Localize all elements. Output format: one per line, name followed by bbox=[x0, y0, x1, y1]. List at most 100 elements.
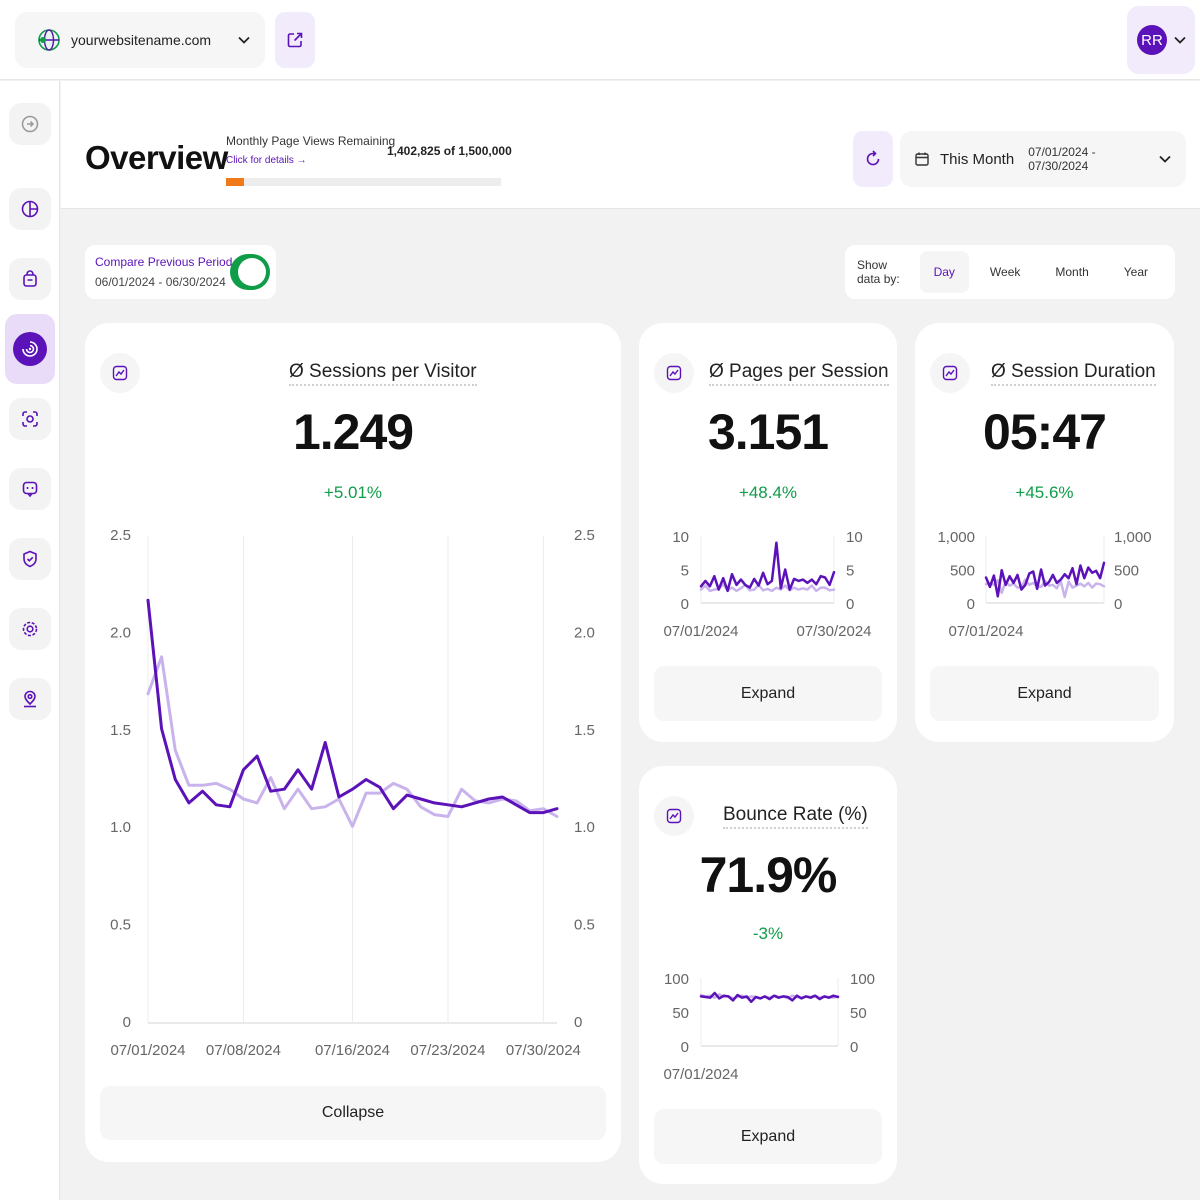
show-data-by: Show data by: Day Week Month Year bbox=[845, 245, 1175, 299]
user-menu[interactable]: RR bbox=[1127, 6, 1195, 74]
globe-icon bbox=[38, 29, 60, 51]
y-tick-label-right: 50 bbox=[850, 1005, 867, 1022]
series-line-current bbox=[146, 598, 559, 815]
period-week[interactable]: Week bbox=[989, 265, 1021, 279]
y-tick-label-right: 10 bbox=[846, 529, 863, 546]
calendar-icon bbox=[915, 152, 929, 166]
line-chart-icon bbox=[666, 808, 682, 824]
bounce-chart: 0 0 50 50 100 100 07/01/2024 bbox=[663, 971, 875, 1083]
page-title: Overview bbox=[85, 139, 228, 176]
sidebar-item-feedback[interactable] bbox=[9, 468, 51, 510]
line-chart-icon bbox=[112, 365, 128, 381]
x-tick-label: 07/08/2024 bbox=[206, 1042, 281, 1059]
x-tick-label: 07/01/2024 bbox=[110, 1042, 185, 1059]
sidebar bbox=[0, 81, 60, 1200]
y-tick-label-left: 2.0 bbox=[110, 624, 131, 641]
expand-button[interactable]: Expand bbox=[930, 666, 1159, 721]
expand-button[interactable]: Expand bbox=[654, 666, 882, 721]
card-value: 3.151 bbox=[707, 404, 829, 460]
compare-title: Compare Previous Period bbox=[95, 255, 233, 269]
sidebar-item-visitors[interactable] bbox=[9, 398, 51, 440]
y-tick-label-left: 500 bbox=[950, 563, 975, 580]
period-year[interactable]: Year bbox=[1123, 265, 1148, 279]
x-tick-label: 07/23/2024 bbox=[410, 1042, 485, 1059]
collapse-button[interactable]: Collapse bbox=[100, 1086, 606, 1140]
page-views-value: 1,402,825 of 1,500,000 bbox=[387, 144, 512, 158]
card-delta: +5.01% bbox=[323, 483, 383, 502]
pie-chart-icon bbox=[21, 200, 39, 218]
y-tick-label-left: 0 bbox=[681, 596, 689, 613]
period-day[interactable]: Day bbox=[919, 251, 969, 293]
series-line-previous bbox=[699, 582, 836, 593]
y-tick-label-left: 0 bbox=[967, 596, 975, 613]
card-title: Ø Pages per Session bbox=[709, 361, 889, 386]
target-icon bbox=[22, 341, 38, 357]
sidebar-item-logout[interactable] bbox=[9, 103, 51, 145]
sidebar-item-locations[interactable] bbox=[9, 678, 51, 720]
open-site-button[interactable] bbox=[275, 12, 315, 68]
page-header: Overview Monthly Page Views Remaining Cl… bbox=[61, 81, 1200, 209]
y-tick-label-right: 2.5 bbox=[574, 527, 595, 544]
y-tick-label-left: 0 bbox=[681, 1039, 689, 1056]
card-value: 71.9% bbox=[699, 847, 838, 903]
card-delta: +45.6% bbox=[1015, 483, 1074, 502]
x-tick-label: 07/01/2024 bbox=[663, 1066, 738, 1083]
card-title: Ø Sessions per Visitor bbox=[289, 361, 477, 386]
card-delta: -3% bbox=[752, 924, 784, 943]
series-line-current bbox=[984, 561, 1106, 598]
x-tick-label: 07/16/2024 bbox=[315, 1042, 390, 1059]
top-bar: yourwebsitename.com RR bbox=[0, 0, 1200, 80]
show-data-label: Show data by: bbox=[857, 258, 900, 286]
avatar: RR bbox=[1137, 25, 1167, 55]
y-tick-label-right: 0 bbox=[1114, 596, 1122, 613]
refresh-button[interactable] bbox=[853, 131, 893, 187]
page-views-progress bbox=[226, 178, 501, 186]
sidebar-item-analytics[interactable] bbox=[9, 188, 51, 230]
y-tick-label-left: 0 bbox=[123, 1014, 131, 1031]
y-tick-label-left: 50 bbox=[672, 1005, 689, 1022]
page-views-details-link[interactable]: Click for details → bbox=[226, 155, 307, 166]
face-scan-icon bbox=[22, 411, 38, 427]
site-selector[interactable]: yourwebsitename.com bbox=[15, 12, 265, 68]
y-tick-label-left: 1,000 bbox=[937, 529, 975, 546]
compare-range: 06/01/2024 - 06/30/2024 bbox=[95, 275, 226, 289]
sidebar-item-security[interactable] bbox=[9, 538, 51, 580]
series-line-previous bbox=[146, 655, 559, 828]
sessions-per-visitor-card: Ø Sessions per Visitor 1.249 +5.01% 0 0 0.… bbox=[85, 323, 621, 1162]
y-tick-label-right: 5 bbox=[846, 563, 854, 580]
expand-button[interactable]: Expand bbox=[654, 1109, 882, 1164]
sidebar-item-settings[interactable] bbox=[9, 608, 51, 650]
series-line-current bbox=[699, 541, 836, 593]
chevron-down-icon bbox=[238, 36, 250, 44]
y-tick-label-right: 0 bbox=[846, 596, 854, 613]
period-month[interactable]: Month bbox=[1055, 265, 1089, 279]
y-tick-label-left: 2.5 bbox=[110, 527, 131, 544]
sessions-chart: 0 0 0.5 0.5 1.0 1.0 1.5 1.5 2.0 2.0 2.5 2.5 07/01/20… bbox=[110, 527, 595, 1059]
card-icon bbox=[930, 353, 970, 393]
line-chart-icon bbox=[942, 365, 958, 381]
series-line-current bbox=[699, 991, 840, 1004]
y-tick-label-right: 0 bbox=[850, 1039, 858, 1056]
shopping-bag-icon bbox=[23, 270, 37, 287]
refresh-icon bbox=[866, 150, 880, 166]
y-tick-label-right: 1,000 bbox=[1114, 529, 1152, 546]
sidebar-item-ecommerce[interactable] bbox=[9, 258, 51, 300]
date-range-value: 07/01/2024 - 07/30/2024 bbox=[1028, 145, 1096, 173]
y-tick-label-left: 100 bbox=[664, 971, 689, 988]
y-tick-label-right: 2.0 bbox=[574, 624, 595, 641]
card-title: Ø Session Duration bbox=[991, 361, 1156, 386]
sidebar-item-engagement[interactable] bbox=[5, 314, 55, 384]
x-tick-label: 07/30/2024 bbox=[796, 623, 871, 640]
duration-chart: 0 0 500 500 1,000 1,000 07/01/2024 bbox=[937, 529, 1152, 640]
logout-icon bbox=[21, 115, 39, 133]
active-indicator bbox=[13, 332, 47, 366]
y-tick-label-left: 1.5 bbox=[110, 722, 131, 739]
date-range-selector[interactable]: This Month 07/01/2024 - 07/30/2024 bbox=[900, 131, 1186, 187]
feedback-icon bbox=[22, 481, 38, 498]
card-delta: +48.4% bbox=[738, 483, 798, 502]
compare-toggle[interactable] bbox=[230, 254, 270, 290]
map-pin-icon bbox=[24, 690, 36, 708]
session-duration-card: Ø Session Duration 05:47 +45.6% 0 0 500 500… bbox=[915, 323, 1174, 742]
y-tick-label-right: 1.5 bbox=[574, 722, 595, 739]
x-tick-label: 07/01/2024 bbox=[948, 623, 1023, 640]
